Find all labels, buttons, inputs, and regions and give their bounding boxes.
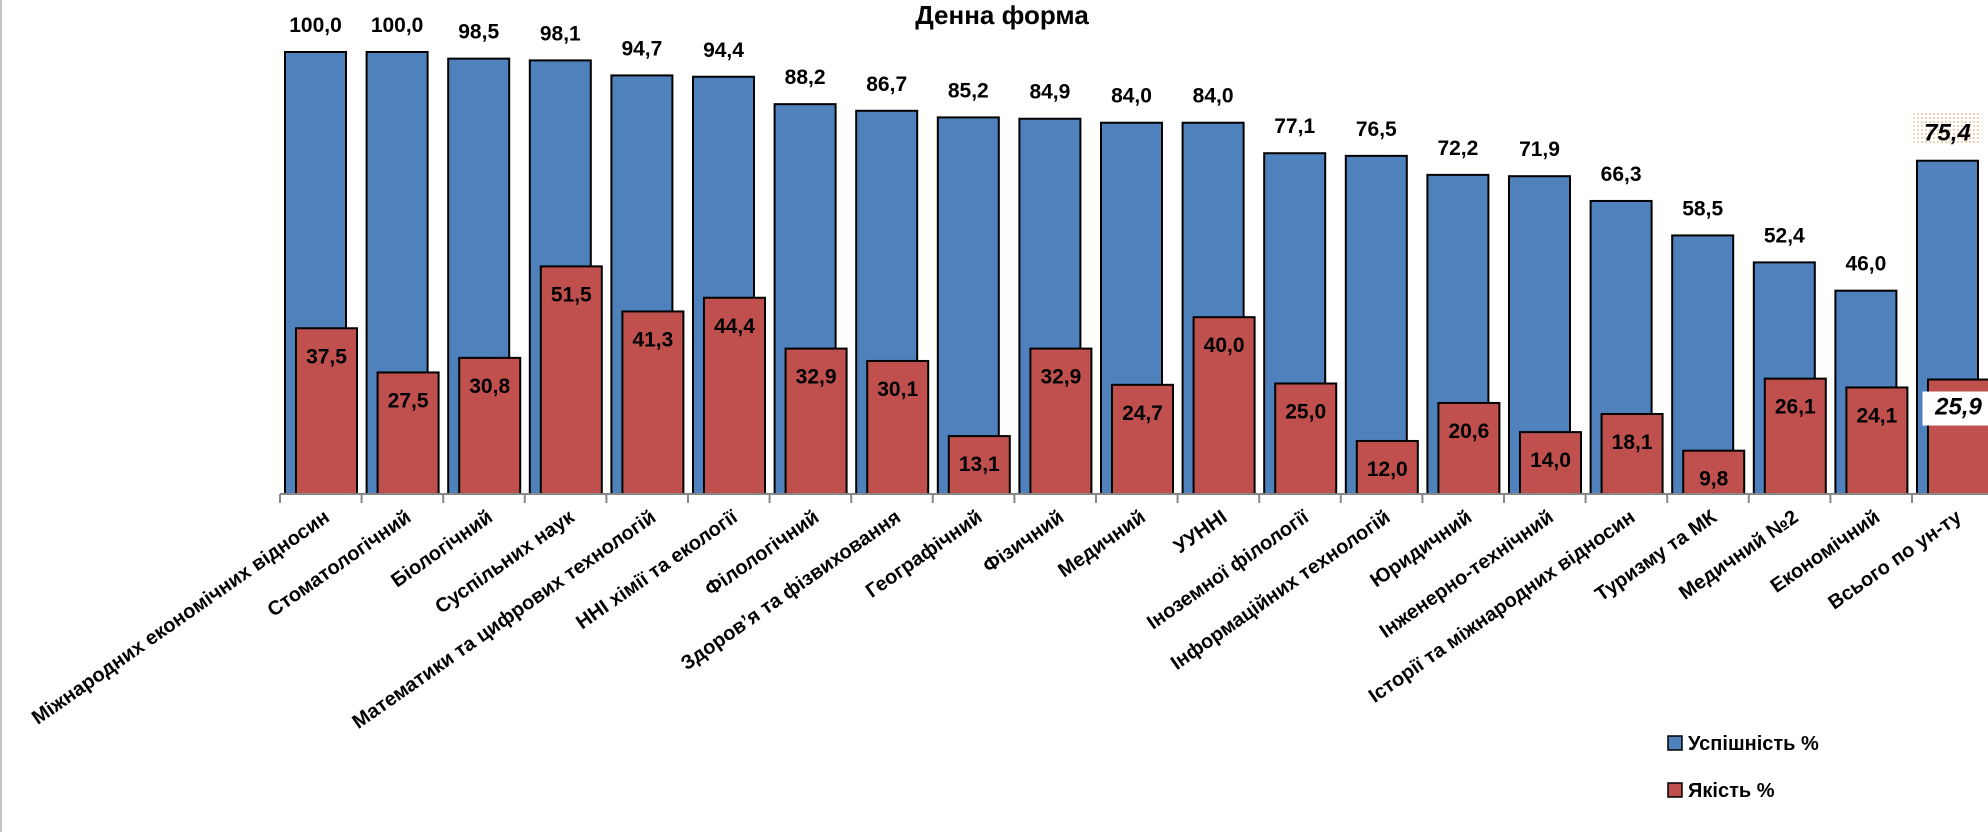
- data-label-quality: 30,8: [469, 375, 510, 398]
- data-label-success: 66,3: [1601, 163, 1642, 186]
- data-label-success: 46,0: [1845, 253, 1886, 276]
- legend: Успішність % Якість %: [1668, 733, 1819, 802]
- legend-label: Успішність %: [1688, 733, 1819, 755]
- legend-swatch: [1668, 783, 1682, 797]
- data-label-quality: 24,7: [1122, 402, 1163, 425]
- x-tick-label: Медичний: [1054, 506, 1149, 582]
- data-label-quality: 44,4: [714, 315, 755, 338]
- bar-quality: [1438, 403, 1499, 494]
- data-label-quality: 9,8: [1699, 468, 1729, 491]
- data-label-success: 100,0: [289, 14, 342, 37]
- data-label-quality: 14,0: [1530, 449, 1571, 472]
- data-label-quality: 18,1: [1612, 431, 1653, 454]
- x-tick-label: Математики та цифрових технологій: [348, 506, 660, 733]
- data-label-success: 72,2: [1437, 137, 1478, 160]
- bars-layer: [285, 52, 1988, 494]
- data-label-success: 85,2: [948, 79, 989, 102]
- x-tick-label: Суспільних наук: [431, 506, 579, 619]
- legend-label: Якість %: [1688, 780, 1775, 802]
- data-label-success: 52,4: [1764, 224, 1805, 247]
- data-label-quality: 41,3: [632, 328, 673, 351]
- data-label-quality: 32,9: [796, 366, 837, 389]
- bar-quality: [1846, 387, 1907, 494]
- data-label-quality: 20,6: [1448, 420, 1489, 443]
- data-label-success: 98,1: [540, 22, 581, 45]
- x-tick-label: УУННІ: [1170, 506, 1231, 558]
- data-label-success: 100,0: [371, 14, 424, 37]
- x-tick-label: Міжнародних економічних відносин: [28, 506, 334, 729]
- data-label-success: 86,7: [866, 73, 907, 96]
- x-axis: Міжнародних економічних відносинСтоматол…: [28, 494, 1988, 733]
- x-tick-label: Стоматологічний: [264, 506, 416, 621]
- data-label-success: 58,5: [1682, 197, 1723, 220]
- data-label-quality: 26,1: [1775, 396, 1816, 419]
- data-label-success: 88,2: [785, 66, 826, 89]
- data-label-success: 94,7: [621, 37, 662, 60]
- data-label-quality: 12,0: [1367, 458, 1408, 481]
- x-tick-label: Фізичний: [979, 506, 1068, 577]
- data-label-quality: 30,1: [877, 378, 918, 401]
- x-tick-label: Всього по ун-ту: [1824, 506, 1966, 615]
- data-label-quality: 25,9: [1934, 394, 1982, 421]
- data-label-quality: 51,5: [551, 283, 592, 306]
- data-label-success: 98,5: [458, 21, 499, 44]
- data-label-success: 76,5: [1356, 118, 1397, 141]
- data-label-quality: 13,1: [959, 453, 1000, 476]
- legend-swatch: [1668, 736, 1682, 750]
- data-label-success: 94,4: [703, 39, 744, 62]
- data-label-success: 75,4: [1924, 120, 1971, 147]
- data-label-success: 84,0: [1111, 85, 1152, 108]
- chart-title: Денна форма: [915, 0, 1089, 30]
- data-label-quality: 27,5: [388, 389, 429, 412]
- data-label-quality: 32,9: [1040, 366, 1081, 389]
- data-label-quality: 24,1: [1856, 404, 1897, 427]
- data-label-quality: 40,0: [1204, 334, 1245, 357]
- data-label-success: 71,9: [1519, 138, 1560, 161]
- data-label-success: 84,9: [1029, 81, 1070, 104]
- data-label-quality: 25,0: [1285, 401, 1326, 424]
- data-label-success: 84,0: [1193, 85, 1234, 108]
- data-label-success: 77,1: [1274, 115, 1315, 138]
- data-label-quality: 37,5: [306, 345, 347, 368]
